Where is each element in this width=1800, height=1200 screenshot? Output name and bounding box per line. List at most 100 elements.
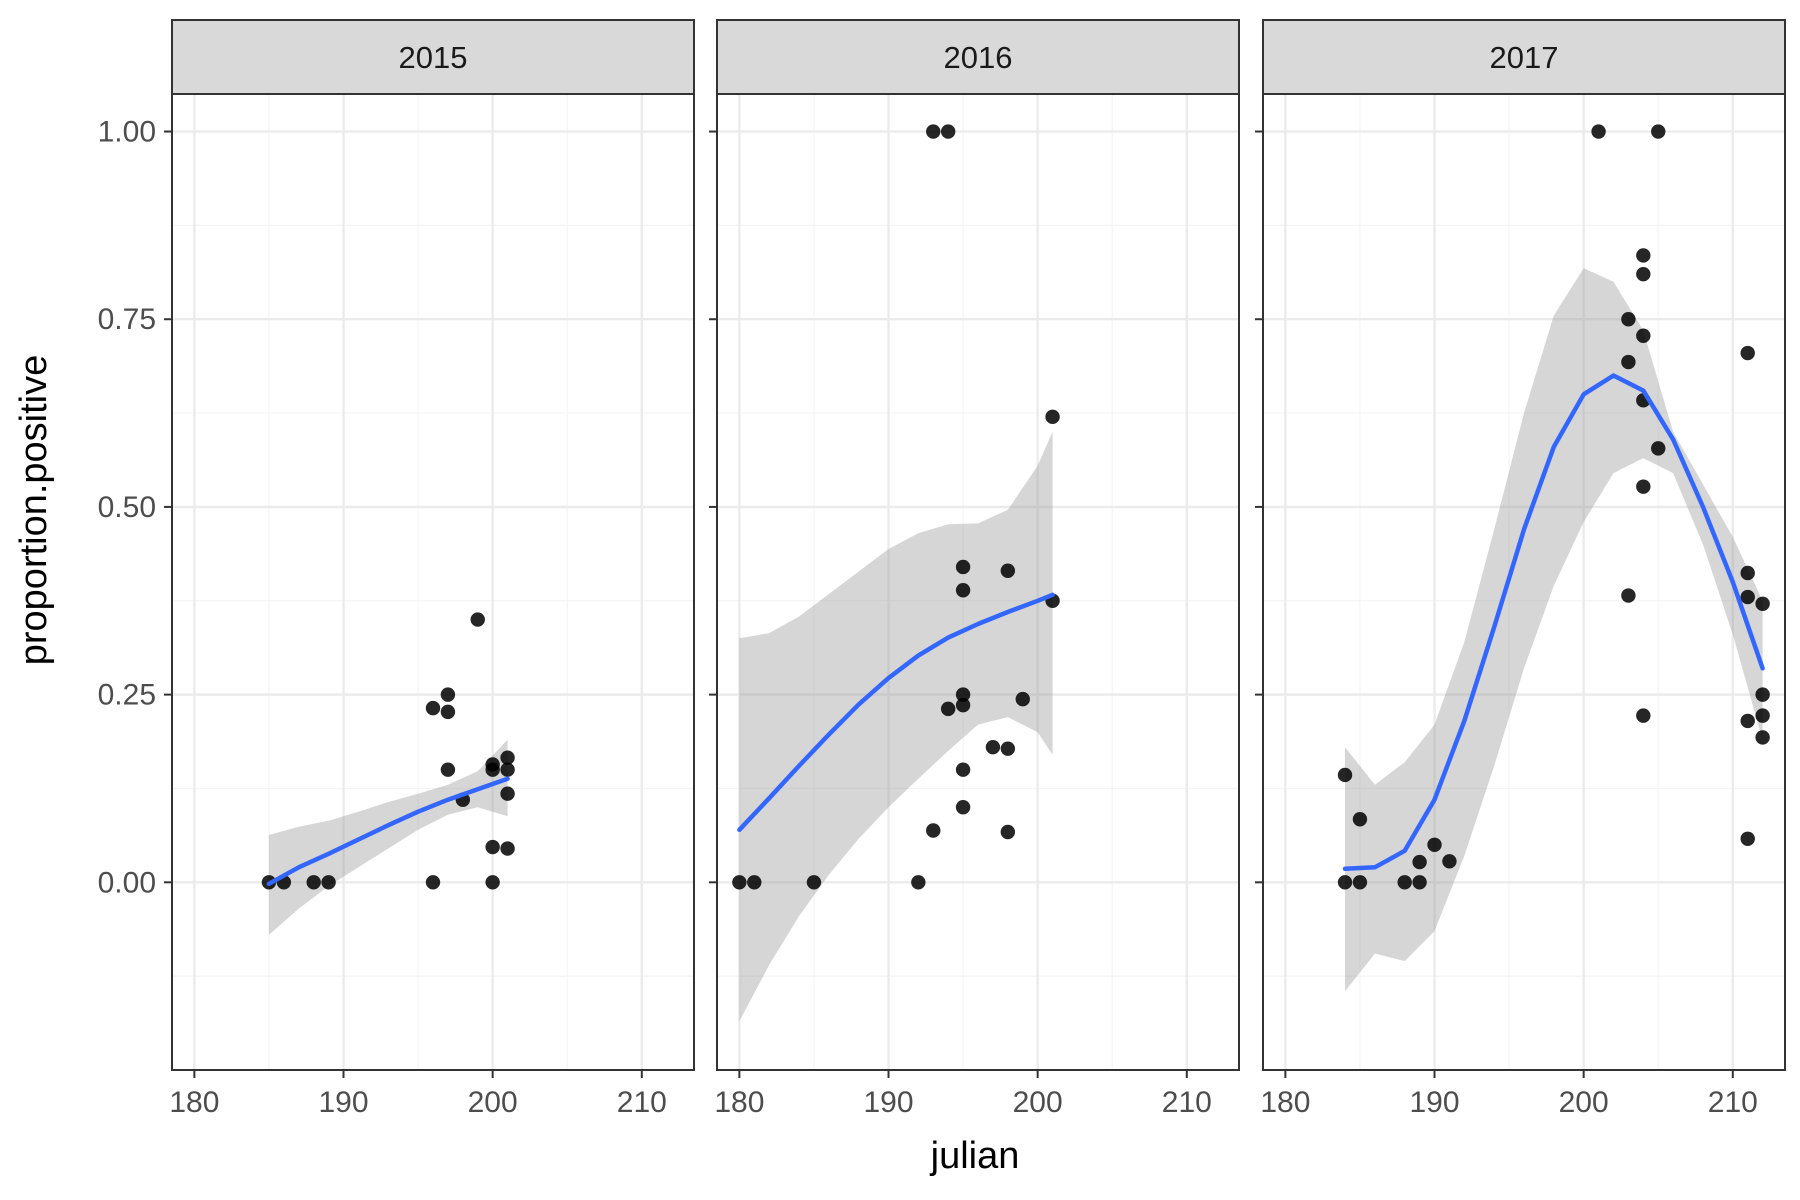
data-point: [1337, 875, 1353, 890]
data-point: [732, 875, 747, 890]
data-point: [500, 750, 515, 765]
x-tick-label: 190: [1409, 1086, 1459, 1119]
x-tick-label: 210: [1162, 1086, 1212, 1119]
data-point: [1621, 354, 1636, 370]
data-point: [306, 875, 321, 890]
data-point: [1755, 708, 1770, 723]
data-point: [1651, 441, 1666, 456]
data-point: [1755, 687, 1770, 702]
facet-strip: [716, 19, 1240, 95]
data-point: [1352, 812, 1368, 827]
data-point: [321, 875, 336, 890]
data-point: [747, 875, 762, 890]
data-point: [1000, 563, 1016, 578]
facet-strip-label: 2015: [399, 40, 468, 75]
y-tick-label: 0.00: [98, 866, 156, 899]
panel-background: [717, 94, 1239, 1070]
facet-panel-2017: 2017 180 190 200 210: [1255, 19, 1786, 1119]
confidence-band: [739, 431, 1053, 1022]
smooth-line: [737, 592, 1055, 833]
panel-border: [716, 93, 1240, 1071]
y-tick-label: 1.00: [98, 116, 156, 149]
data-point: [985, 739, 1001, 755]
data-point: [1636, 479, 1651, 494]
data-point: [1755, 596, 1770, 611]
x-tick-label: 180: [714, 1086, 764, 1119]
data-point: [1412, 854, 1427, 870]
data-point: [1621, 588, 1636, 603]
data-point: [955, 583, 971, 598]
x-tick-label: 210: [617, 1086, 667, 1119]
data-point: [1740, 831, 1755, 846]
panel-background: [172, 94, 694, 1070]
data-point: [940, 124, 956, 139]
data-point: [1636, 266, 1651, 282]
data-point: [1621, 312, 1636, 327]
x-tick-label: 200: [1013, 1086, 1063, 1119]
data-point: [940, 701, 956, 717]
data-point: [500, 786, 515, 801]
y-axis-title: proportion.positive: [13, 355, 55, 666]
data-point: [1397, 875, 1412, 890]
data-point: [1740, 589, 1755, 605]
data-point: [926, 124, 941, 139]
data-point: [1045, 409, 1060, 425]
data-point: [425, 700, 441, 716]
y-tick-label: 0.75: [98, 303, 156, 336]
data-point: [1337, 767, 1353, 783]
data-point: [1651, 124, 1666, 139]
data-point: [1755, 730, 1770, 745]
data-point: [485, 839, 500, 855]
data-point: [955, 697, 971, 713]
facet-strip: [1262, 19, 1786, 95]
y-tick-label: 0.50: [98, 491, 156, 524]
data-point: [1352, 875, 1368, 890]
data-point: [1015, 691, 1030, 707]
data-point: [500, 762, 515, 777]
data-point: [955, 762, 971, 777]
data-point: [425, 875, 441, 890]
data-point: [926, 823, 941, 838]
data-point: [440, 704, 456, 720]
x-tick-label: 200: [468, 1086, 518, 1119]
data-point: [955, 800, 971, 815]
x-tick-label: 190: [318, 1086, 368, 1119]
data-point: [1000, 741, 1016, 756]
data-point: [955, 687, 971, 702]
y-tick-label: 0.25: [98, 679, 156, 712]
facet-panel-2016: 2016 180 190 200 210: [709, 19, 1240, 1119]
x-tick-label: 210: [1708, 1086, 1758, 1119]
data-point: [440, 762, 456, 777]
panel-border: [171, 93, 695, 1071]
facet-strip-label: 2017: [1490, 40, 1559, 75]
data-point: [1636, 708, 1651, 723]
data-point: [1636, 328, 1651, 343]
data-point: [955, 559, 971, 575]
data-point: [911, 875, 926, 890]
x-tick-label: 180: [1260, 1086, 1310, 1119]
panel-border: [1262, 93, 1786, 1071]
data-point: [1636, 248, 1651, 263]
data-point: [1740, 345, 1755, 361]
facet-panel-2015: 2015 180 190 200 210 0.00 0.25 0.50 0.75 1.00: [98, 19, 695, 1119]
data-point: [485, 762, 500, 777]
facet-strip-label: 2016: [944, 40, 1013, 75]
data-point: [1000, 824, 1016, 840]
data-point: [1591, 124, 1606, 139]
data-point: [806, 875, 822, 890]
data-point: [1427, 837, 1442, 852]
data-point: [1740, 565, 1755, 581]
panel-background: [1263, 94, 1785, 1070]
data-point: [500, 841, 515, 856]
data-point: [485, 875, 500, 890]
data-point: [470, 612, 485, 627]
facet-panels: 2015 180 190 200 210 0.00 0.25 0.50 0.75 1.00 2016…: [98, 19, 1786, 1119]
data-point: [1412, 875, 1427, 890]
x-tick-label: 190: [863, 1086, 913, 1119]
smooth-line: [266, 776, 510, 887]
data-point: [1740, 713, 1755, 729]
x-axis-title: julian: [930, 1135, 1020, 1177]
x-tick-label: 200: [1559, 1086, 1609, 1119]
data-point: [440, 687, 456, 702]
